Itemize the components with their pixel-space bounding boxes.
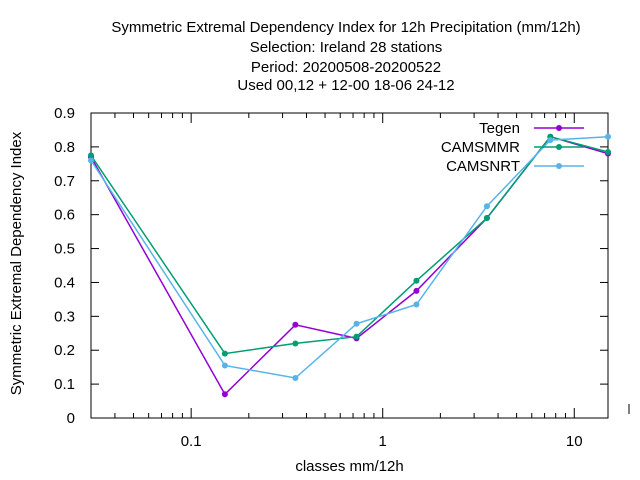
y-tick-label: 0.7 <box>54 173 75 190</box>
data-point <box>483 203 490 210</box>
y-tick-label: 0.3 <box>54 308 75 325</box>
data-point <box>292 321 299 328</box>
y-axis-ticks: 0 0.1 0.2 0.3 0.4 0.5 0.6 0.7 0.8 0.9 <box>54 105 608 427</box>
data-point <box>88 152 94 159</box>
data-point <box>483 215 490 222</box>
axes <box>90 112 609 419</box>
x-tick-label: 0.1 <box>181 433 202 450</box>
data-point <box>221 362 228 369</box>
series-camsnrt <box>88 133 611 382</box>
series-line <box>90 135 609 355</box>
y-tick-label: 0.8 <box>54 139 75 156</box>
x-tick-label: 1 <box>379 433 387 450</box>
data-point <box>353 333 360 340</box>
data-point <box>221 350 228 357</box>
plot-frame <box>90 112 609 419</box>
y-axis-label: Symmetric Extremal Dependency Index <box>8 131 25 395</box>
chart-title: Symmetric Extremal Dependency Index for … <box>111 19 580 94</box>
x-tick-label: 10 <box>566 433 583 450</box>
legend: Tegen CAMSMMR CAMSNRT <box>441 120 584 175</box>
chart-title-line: Used 00,12 + 12-00 18-06 24-12 <box>237 77 454 94</box>
data-point <box>547 137 554 144</box>
data-point <box>292 375 299 382</box>
y-tick-label: 0.5 <box>54 241 75 258</box>
series-line <box>90 135 609 396</box>
legend-marker <box>556 125 562 131</box>
legend-label: Tegen <box>479 120 520 137</box>
x-axis-ticks: 0.1 1 10 <box>90 113 630 450</box>
series-group <box>88 133 611 398</box>
data-point <box>292 340 299 347</box>
chart-title-line: Period: 20200508-20200522 <box>251 59 441 76</box>
legend-label: CAMSNRT <box>446 158 520 175</box>
data-point <box>221 391 228 398</box>
chart-title-line: Selection: Ireland 28 stations <box>250 39 443 56</box>
data-point <box>88 157 94 164</box>
data-point <box>413 301 420 308</box>
chart-title-line: Symmetric Extremal Dependency Index for … <box>111 19 580 36</box>
data-point <box>353 320 360 327</box>
y-tick-label: 0.6 <box>54 207 75 224</box>
series-tegen <box>88 133 611 398</box>
y-tick-label: 0.2 <box>54 342 75 359</box>
data-point <box>605 148 611 155</box>
y-tick-label: 0.1 <box>54 376 75 393</box>
legend-marker <box>556 163 562 169</box>
legend-label: CAMSMMR <box>441 139 520 156</box>
series-camsmmr <box>88 133 611 357</box>
x-axis-label: classes mm/12h <box>295 458 403 475</box>
series-line <box>90 135 609 379</box>
y-tick-label: 0.4 <box>54 274 75 291</box>
data-point <box>413 287 420 294</box>
data-point <box>413 277 420 284</box>
data-point <box>605 133 611 140</box>
legend-marker <box>556 144 562 150</box>
y-tick-label: 0 <box>67 410 75 427</box>
y-tick-label: 0.9 <box>54 105 75 122</box>
